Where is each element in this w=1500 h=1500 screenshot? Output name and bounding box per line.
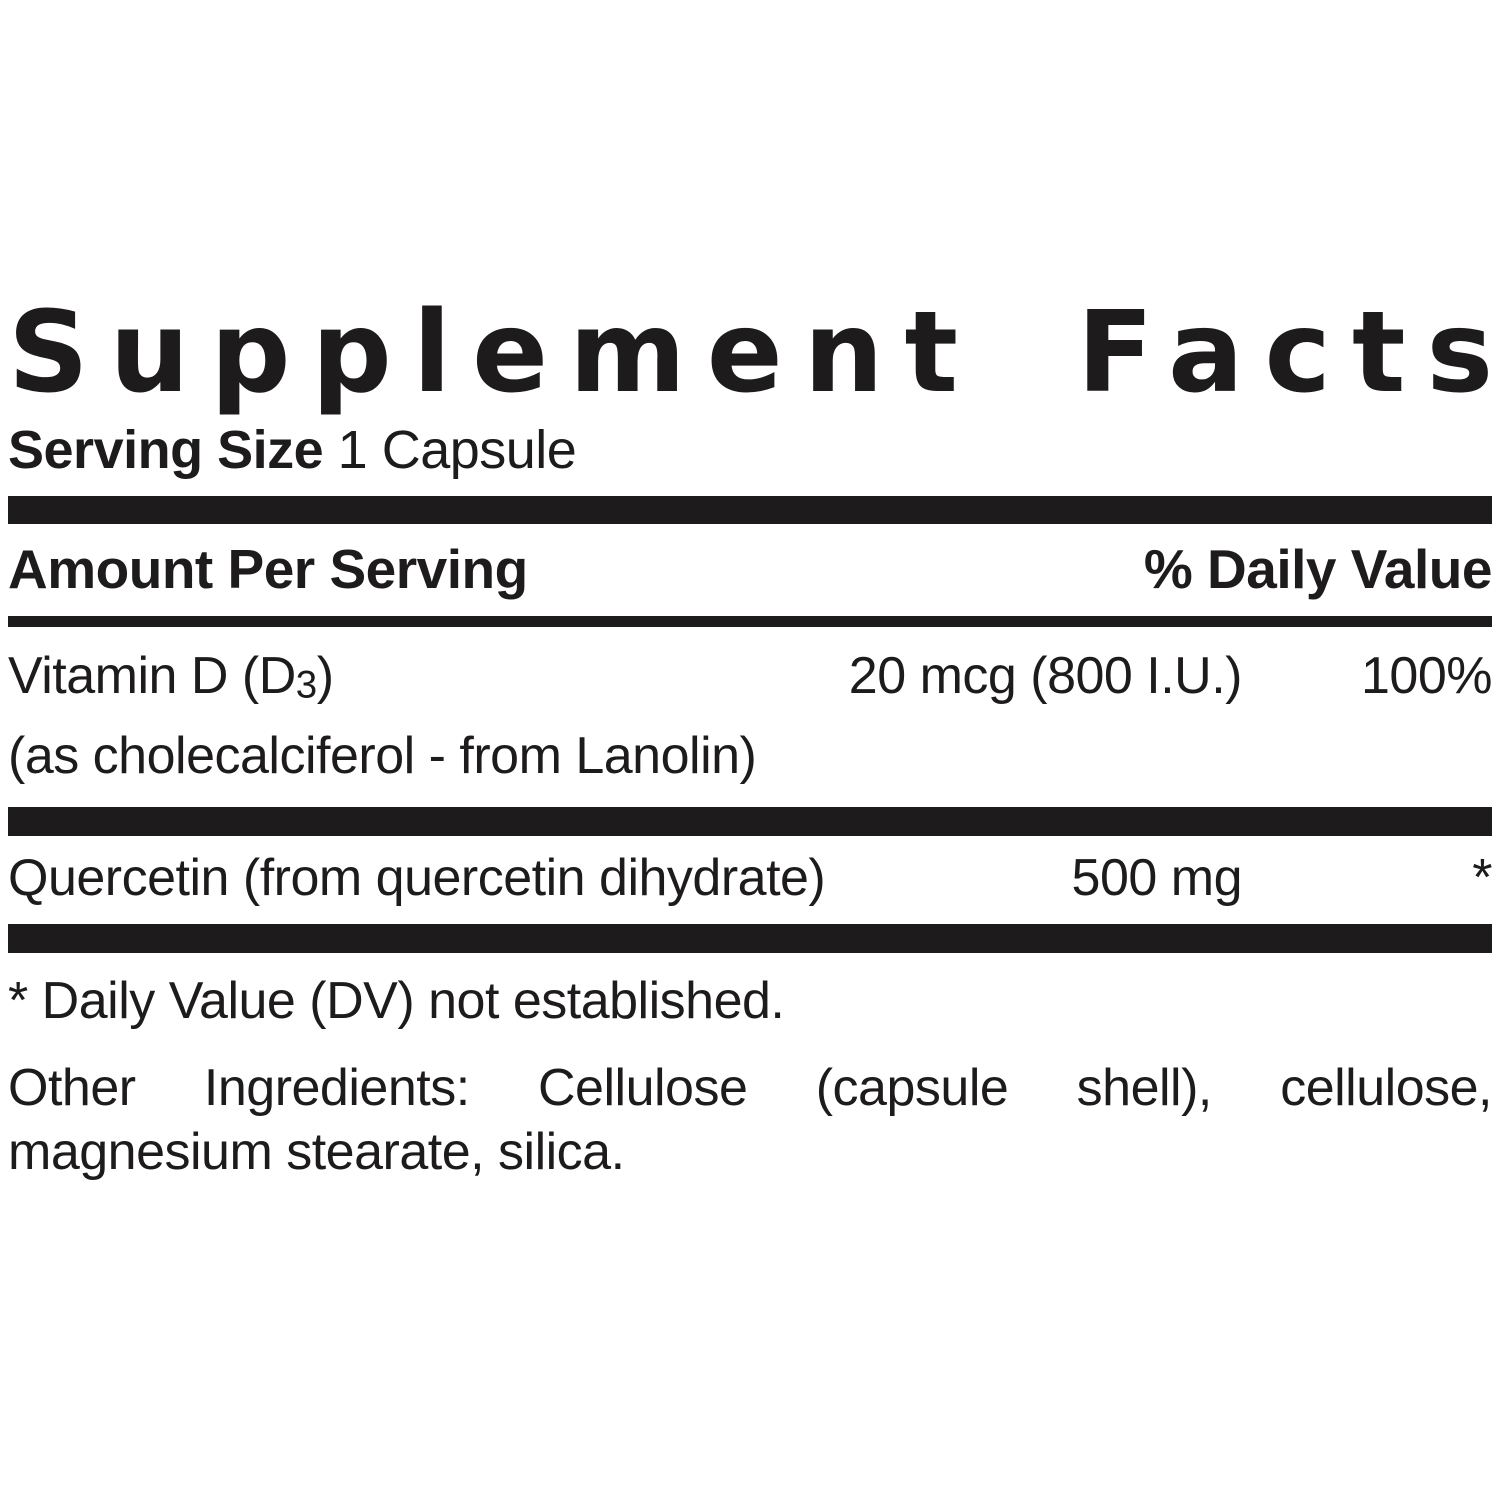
page-title: Supplement Facts xyxy=(8,288,1500,418)
vitamin-d-name-suffix: ) xyxy=(316,647,334,706)
other-ingredients-paragraph: Other Ingredients: Cellulose (capsule sh… xyxy=(8,1056,1493,1184)
divider-bar-thick-top xyxy=(8,496,1492,525)
serving-size-row: Serving Size 1 Capsule xyxy=(8,420,1492,480)
nutrient-name-quercetin: Quercetin (from quercetin dihydrate) xyxy=(8,849,826,907)
column-header-row: Amount Per Serving % Daily Value xyxy=(8,538,1493,601)
serving-size-label: Serving Size xyxy=(8,420,324,481)
serving-size-value: 1 Capsule xyxy=(337,420,577,481)
nutrient-dv-vitamin-d: 100% xyxy=(1361,647,1493,706)
daily-value-label: % Daily Value xyxy=(1143,538,1493,601)
vitamin-d-subscript: 3 xyxy=(295,664,317,707)
nutrient-detail-vitamin-d: (as cholecalciferol - from Lanolin) xyxy=(8,727,757,785)
nutrient-dv-quercetin: * xyxy=(1472,849,1492,907)
nutrient-amount-vitamin-d: 20 mcg (800 I.U.) xyxy=(848,647,1243,706)
nutrient-name-vitamin-d: Vitamin D (D3) xyxy=(8,647,849,715)
other-ingredients-line2: magnesium stearate, silica. xyxy=(8,1123,625,1181)
nutrient-amount-quercetin: 500 mg xyxy=(1071,849,1243,907)
daily-value-footnote: * Daily Value (DV) not established. xyxy=(8,972,785,1030)
divider-bar-thick-middle xyxy=(8,807,1492,836)
divider-bar-thick-bottom xyxy=(8,924,1492,953)
nutrient-row-vitamin-d: Vitamin D (D3) 20 mcg (800 I.U.) 100% xyxy=(8,647,1493,715)
other-ingredients-line1: Other Ingredients: Cellulose (capsule sh… xyxy=(8,1059,1493,1117)
vitamin-d-name-prefix: Vitamin D (D xyxy=(8,647,296,706)
divider-bar-thin xyxy=(8,616,1492,628)
nutrient-row-quercetin: Quercetin (from quercetin dihydrate) 500… xyxy=(8,849,1493,907)
amount-per-serving-label: Amount Per Serving xyxy=(8,538,528,601)
